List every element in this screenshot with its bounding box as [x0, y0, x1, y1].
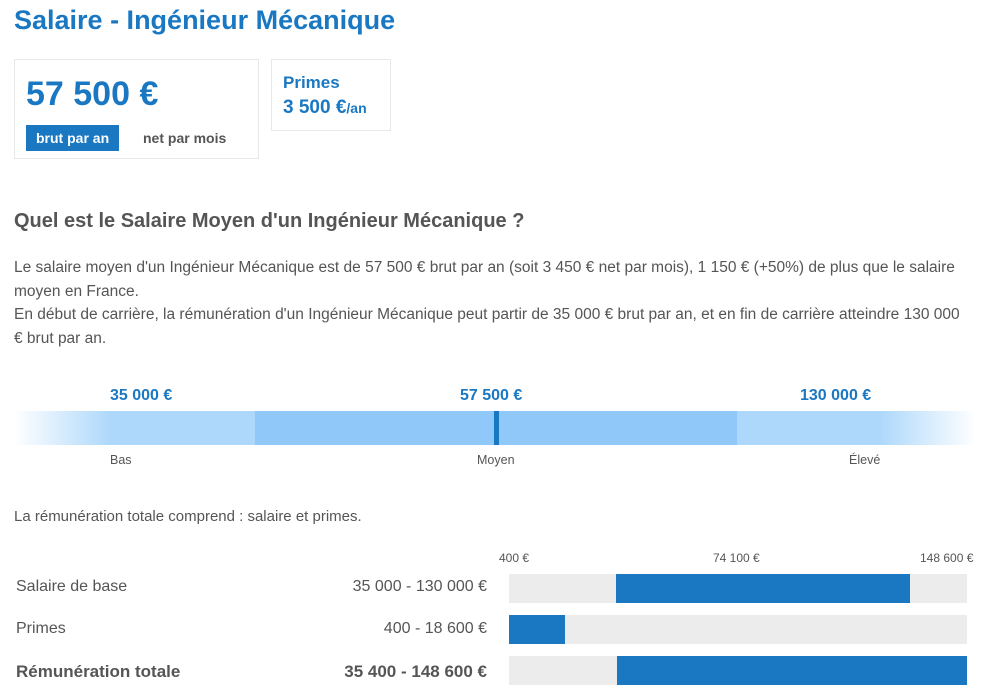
row-bonus-bar: [509, 615, 967, 644]
row-base-salary-range: 35 000 - 130 000 €: [352, 578, 487, 595]
row-total-range: 35 400 - 148 600 €: [344, 662, 487, 681]
average-salary-paragraph: Le salaire moyen d'un Ingénieur Mécaniqu…: [14, 259, 955, 300]
range-low-amount: 35 000 €: [110, 387, 173, 404]
period-gross-yearly-button[interactable]: brut par an: [26, 125, 120, 151]
range-high-label: Élevé: [849, 453, 881, 467]
page-title: Salaire - Ingénieur Mécanique: [14, 5, 396, 35]
row-total-bar-fill: [617, 656, 967, 685]
range-low-label: Bas: [110, 453, 132, 467]
row-base-salary-label: Salaire de base: [16, 578, 128, 595]
salary-range-track: [14, 411, 976, 445]
range-mid-label: Moyen: [477, 453, 515, 467]
bonus-card: Primes 3 500 €/an: [271, 59, 391, 131]
salary-amount: 57 500 €: [26, 75, 159, 113]
scale-min-label: 400 €: [499, 551, 530, 565]
row-bonus-bar-fill: [509, 615, 566, 644]
row-base-salary-bar: [509, 574, 967, 603]
range-average-marker: [494, 411, 499, 445]
scale-mid-label: 74 100 €: [713, 551, 760, 565]
section-heading: Quel est le Salaire Moyen d'un Ingénieur…: [14, 210, 525, 232]
bonus-amount: 3 500 €: [283, 97, 347, 118]
row-base-salary-bar-fill: [615, 574, 910, 603]
row-bonus-range: 400 - 18 600 €: [383, 620, 487, 637]
row-total-label: Rémunération totale: [16, 662, 181, 681]
salary-card: 57 500 € brut par an net par mois: [14, 59, 259, 159]
scale-max-label: 148 600 €: [920, 551, 974, 565]
breakdown-note: La rémunération totale comprend : salair…: [14, 508, 362, 525]
range-mid-amount: 57 500 €: [460, 387, 523, 404]
bonus-value: 3 500 €/an: [283, 97, 367, 119]
bonus-unit: /an: [346, 100, 367, 116]
range-high-amount: 130 000 €: [800, 387, 872, 404]
row-bonus-label: Primes: [16, 620, 66, 637]
row-total-bar: [509, 656, 967, 685]
period-net-monthly-button[interactable]: net par mois: [143, 130, 227, 146]
career-range-paragraph: En début de carrière, la rémunération d'…: [14, 306, 960, 347]
bonus-label: Primes: [283, 73, 340, 92]
